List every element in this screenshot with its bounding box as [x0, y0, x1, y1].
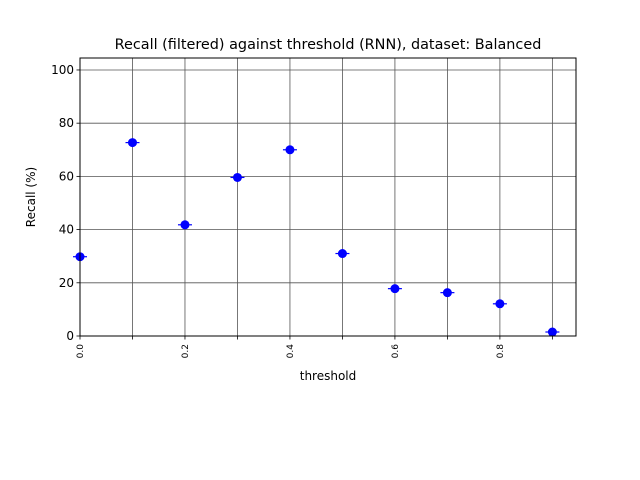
point-marker	[127, 138, 137, 148]
data-point	[545, 327, 560, 337]
y-ticks: 0 20 40 60 80 100	[51, 63, 80, 343]
data-point	[492, 299, 507, 309]
point-marker	[180, 220, 190, 230]
data-point	[282, 145, 297, 155]
y-tick-label: 60	[59, 169, 74, 183]
data-point	[177, 220, 192, 230]
x-tick-label: 0.6	[391, 344, 401, 359]
y-axis-label: Recall (%)	[24, 167, 38, 227]
chart-title: Recall (filtered) against threshold (RNN…	[115, 37, 542, 53]
plot-frame	[79, 57, 577, 337]
x-tick-label: 0.4	[286, 344, 296, 359]
y-tick-label: 0	[66, 329, 74, 343]
x-tick-label: 0.8	[496, 344, 506, 359]
y-tick-label: 100	[51, 63, 74, 77]
point-marker	[337, 249, 347, 259]
data-point	[335, 249, 350, 259]
point-marker	[285, 145, 295, 155]
point-marker	[495, 299, 505, 309]
y-tick-label: 80	[59, 116, 74, 130]
x-axis-label: threshold	[300, 369, 357, 383]
data-points	[73, 138, 560, 337]
data-point	[125, 138, 140, 148]
y-tick-label: 40	[59, 223, 74, 237]
x-tick-label: 0.2	[181, 344, 191, 358]
x-tick-label: 0.0	[76, 344, 86, 359]
point-marker	[232, 172, 242, 182]
data-point	[387, 284, 402, 294]
data-point	[440, 288, 455, 298]
y-tick-label: 20	[59, 276, 74, 290]
point-marker	[390, 284, 400, 294]
point-marker	[442, 288, 452, 298]
grid	[79, 58, 576, 337]
x-ticks: 0.0 0.2 0.4 0.6 0.8	[76, 336, 553, 359]
data-point	[230, 172, 245, 182]
point-marker	[547, 327, 557, 337]
